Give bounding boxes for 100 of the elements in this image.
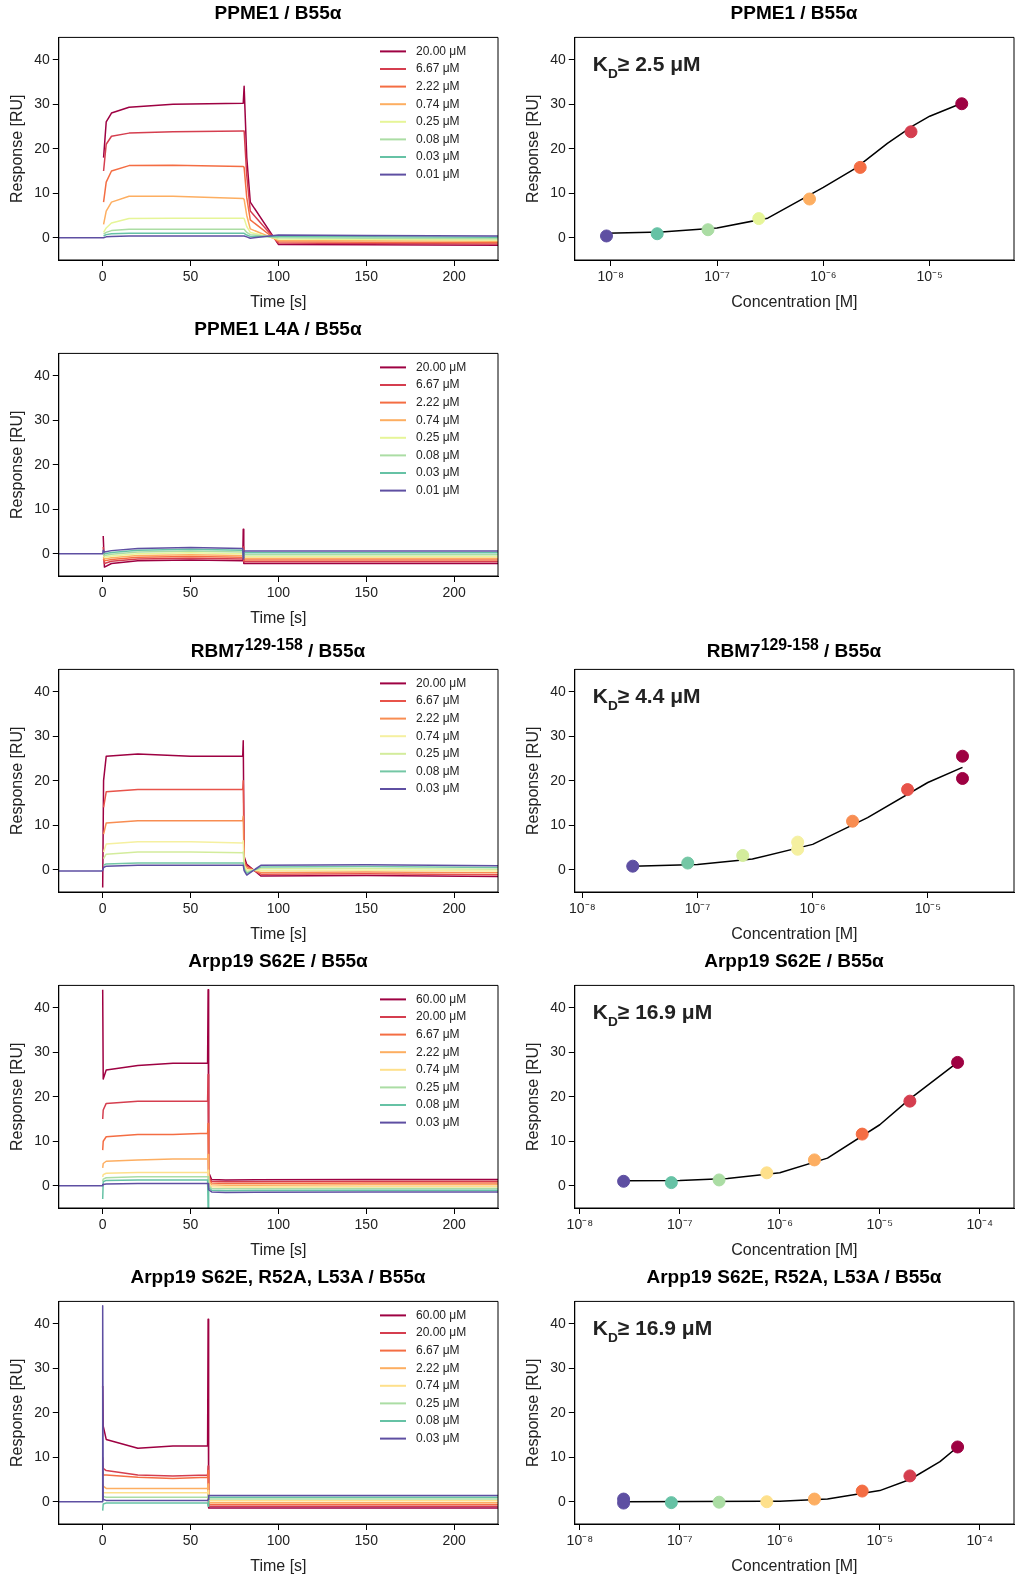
legend-label: 20.00 μM (416, 359, 467, 374)
x-tick-label: 0 (98, 1532, 107, 1549)
y-tick-label: 10 (550, 1132, 566, 1149)
x-tick-label: 10⁻⁶ (766, 1216, 793, 1233)
legend-label: 6.67 μM (416, 693, 460, 708)
y-tick-label: 20 (550, 1087, 566, 1104)
x-tick-label: 10⁻⁴ (966, 1532, 994, 1549)
y-tick-label: 30 (550, 1359, 566, 1376)
x-tick-label: 10⁻⁶ (766, 1532, 793, 1549)
legend-label: 6.67 μM (416, 377, 460, 392)
x-tick-label: 100 (266, 1216, 291, 1233)
y-tick-label: 40 (550, 50, 566, 67)
chart-title: Arpp19 S62E / B55α (187, 949, 369, 973)
y-axis-title: Response [RU] (8, 1042, 26, 1151)
y-tick-label: 30 (550, 727, 566, 744)
chart-title: PPME1 L4A / B55α (193, 317, 363, 341)
legend-label: 0.03 μM (416, 1114, 460, 1129)
legend-label: 2.22 μM (416, 78, 460, 93)
y-tick-label: 0 (41, 1176, 50, 1193)
legend-label: 0.74 μM (416, 1378, 460, 1393)
x-tick-label: 10⁻⁸ (597, 268, 624, 285)
y-tick-label: 40 (34, 366, 50, 383)
legend-label: 0.25 μM (416, 114, 460, 129)
x-tick-label: 50 (182, 900, 199, 917)
y-tick-label: 0 (41, 544, 50, 561)
x-tick-label: 150 (354, 900, 379, 917)
legend-label: 6.67 μM (416, 1026, 460, 1041)
y-tick-label: 30 (550, 1043, 566, 1060)
legend-label: 2.22 μM (416, 710, 460, 725)
x-axis-title: Concentration [M] (731, 924, 858, 942)
x-tick-label: 10⁻⁸ (566, 1216, 594, 1233)
legend-label: 0.03 μM (416, 149, 460, 164)
x-tick-label: 0 (98, 1216, 107, 1233)
x-axis-title: Concentration [M] (731, 292, 858, 310)
x-tick-label: 100 (266, 268, 291, 285)
x-tick-label: 200 (442, 584, 466, 601)
y-tick-label: 20 (550, 771, 566, 788)
x-tick-label: 10⁻⁶ (810, 268, 837, 285)
y-tick-label: 10 (550, 816, 566, 833)
y-axis-title: Response [RU] (8, 94, 26, 203)
x-tick-label: 10⁻⁵ (914, 900, 942, 917)
y-tick-label: 40 (550, 1314, 566, 1331)
x-tick-label: 0 (98, 900, 107, 917)
y-tick-label: 20 (550, 139, 566, 156)
y-tick-label: 10 (34, 184, 50, 201)
y-tick-label: 20 (34, 1403, 50, 1420)
y-tick-label: 10 (34, 1132, 50, 1149)
x-tick-label: 0 (98, 268, 107, 285)
legend-label: 0.74 μM (416, 1062, 460, 1077)
y-axis-title: Response [RU] (524, 1358, 542, 1467)
legend-label: 0.01 μM (416, 166, 460, 181)
chart-title: Arpp19 S62E, R52A, L53A / B55α (645, 1265, 943, 1289)
x-tick-label: 50 (182, 268, 199, 285)
y-tick-label: 40 (34, 1314, 50, 1331)
y-tick-label: 30 (550, 95, 566, 112)
legend-label: 6.67 μM (416, 1342, 460, 1357)
legend-label: 6.67 μM (416, 61, 460, 76)
y-tick-label: 0 (557, 228, 566, 245)
legend-label: 0.01 μM (416, 482, 460, 497)
chart-title: PPME1 / B55α (729, 1, 859, 25)
x-tick-label: 10⁻⁴ (966, 1216, 994, 1233)
y-tick-label: 0 (557, 860, 566, 877)
x-tick-label: 50 (182, 584, 199, 601)
y-tick-label: 30 (34, 1359, 50, 1376)
x-tick-label: 10⁻⁷ (704, 268, 730, 285)
x-tick-label: 50 (182, 1216, 199, 1233)
y-tick-label: 30 (34, 95, 50, 112)
x-tick-label: 200 (442, 1532, 466, 1549)
x-tick-label: 10⁻⁵ (916, 268, 943, 285)
x-tick-label: 10⁻⁵ (866, 1216, 893, 1233)
chart-title: Arpp19 S62E, R52A, L53A / B55α (129, 1265, 427, 1289)
legend-label: 0.03 μM (416, 465, 460, 480)
legend-label: 0.25 μM (416, 430, 460, 445)
legend-label: 20.00 μM (416, 43, 467, 58)
legend-label: 0.25 μM (416, 746, 460, 761)
x-tick-label: 100 (266, 584, 291, 601)
y-tick-label: 30 (34, 1043, 50, 1060)
x-tick-label: 200 (442, 268, 466, 285)
y-axis-title: Response [RU] (8, 1358, 26, 1467)
y-tick-label: 0 (41, 228, 50, 245)
y-tick-label: 0 (41, 1492, 50, 1509)
x-axis-title: Time [s] (250, 608, 307, 626)
y-tick-label: 10 (34, 1448, 50, 1465)
x-tick-label: 200 (442, 900, 466, 917)
x-tick-label: 10⁻⁶ (799, 900, 826, 917)
y-tick-label: 40 (550, 998, 566, 1015)
chart-title: PPME1 / B55α (213, 1, 343, 25)
legend-label: 0.25 μM (416, 1079, 460, 1094)
chart-title: RBM7$^{129-158}$ / B55α (705, 635, 883, 662)
y-tick-label: 40 (34, 50, 50, 67)
y-tick-label: 30 (34, 411, 50, 428)
y-tick-label: 40 (550, 682, 566, 699)
chart-title: Arpp19 S62E / B55α (703, 949, 885, 973)
legend-label: 2.22 μM (416, 394, 460, 409)
legend-label: 60.00 μM (416, 1307, 467, 1322)
x-tick-label: 10⁻⁵ (866, 1532, 893, 1549)
y-axis-title: Response [RU] (524, 1042, 542, 1151)
x-axis-title: Concentration [M] (731, 1240, 858, 1258)
x-tick-label: 100 (266, 900, 291, 917)
x-axis-title: Time [s] (250, 1556, 307, 1574)
